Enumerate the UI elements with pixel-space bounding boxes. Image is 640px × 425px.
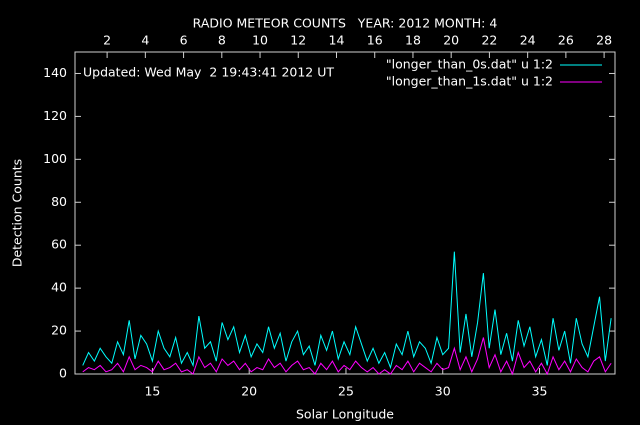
y-axis-label: Detection Counts: [10, 159, 25, 267]
x-tick-label: 35: [532, 384, 548, 399]
legend-label: "longer_than_0s.dat" u 1:2: [386, 57, 553, 72]
x2-tick-label: 22: [481, 33, 497, 48]
series-line: [82, 251, 612, 370]
chart-title: RADIO METEOR COUNTS YEAR: 2012 MONTH: 4: [193, 16, 498, 31]
legend-label: "longer_than_1s.dat" u 1:2: [386, 74, 553, 89]
x-tick-label: 15: [144, 384, 160, 399]
x2-tick-label: 24: [520, 33, 536, 48]
x2-tick-label: 20: [443, 33, 459, 48]
x-tick-label: 25: [338, 384, 354, 399]
x2-tick-label: 16: [367, 33, 383, 48]
x2-tick-label: 8: [218, 33, 226, 48]
x-tick-label: 20: [241, 384, 257, 399]
x2-tick-label: 12: [290, 33, 306, 48]
y-tick-label: 140: [43, 65, 67, 80]
y-tick-label: 100: [43, 151, 67, 166]
x2-tick-label: 2: [103, 33, 111, 48]
x2-tick-label: 10: [252, 33, 268, 48]
x-tick-label: 30: [435, 384, 451, 399]
plot-border: [74, 51, 616, 375]
y-tick-label: 120: [43, 108, 67, 123]
y-tick-label: 40: [51, 280, 67, 295]
y-tick-label: 80: [51, 194, 67, 209]
x2-tick-label: 14: [329, 33, 345, 48]
x-axis-label: Solar Longitude: [296, 407, 394, 422]
annotation: Updated: Wed May 2 19:43:41 2012 UT: [83, 65, 334, 80]
y-tick-label: 20: [51, 323, 67, 338]
series-line: [82, 337, 612, 376]
y-tick-label: 0: [59, 366, 67, 381]
x2-tick-label: 28: [596, 33, 612, 48]
y-tick-label: 60: [51, 237, 67, 252]
x2-tick-label: 26: [558, 33, 574, 48]
x2-tick-label: 4: [141, 33, 149, 48]
x2-tick-label: 18: [405, 33, 421, 48]
x2-tick-label: 6: [180, 33, 188, 48]
